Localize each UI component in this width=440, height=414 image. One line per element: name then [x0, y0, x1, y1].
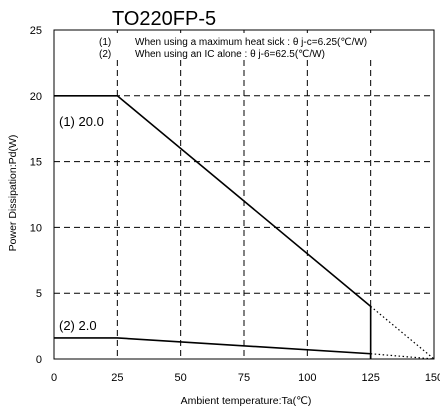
x-tick-label: 50 [175, 372, 187, 384]
x-tick-label: 150 [425, 372, 440, 384]
y-axis-title: Power Dissipation:Pd(W) [7, 135, 19, 252]
chart-title: TO220FP-5 [112, 8, 216, 30]
condition-notes: (1) When using a maximum heat sick : θ j-… [96, 33, 430, 60]
y-tick-label: 20 [30, 91, 42, 103]
axis-ticks: 0 25 50 75 100 125 150 0 5 10 15 20 25 [30, 25, 440, 384]
x-axis-title: Ambient temperature:Ta(℃) [181, 395, 312, 407]
series-dotted-extension-1 [370, 305, 435, 360]
x-tick-label: 25 [111, 372, 123, 384]
series-label-2: (2) 2.0 [59, 318, 97, 333]
series-line-1 [54, 95, 372, 359]
y-tick-label: 5 [36, 288, 42, 300]
note-text: When using a maximum heat sick : θ j-c=6… [135, 37, 367, 48]
x-tick-label: 100 [298, 372, 316, 384]
series-lines: (1) 20.0 (2) 2.0 [54, 95, 435, 360]
x-tick-label: 75 [238, 372, 250, 384]
grid-lines [54, 30, 434, 359]
y-tick-label: 10 [30, 222, 42, 234]
note-text: When using an IC alone : θ j-6=62.5(℃/W) [135, 49, 325, 60]
y-tick-label: 0 [36, 354, 42, 366]
x-tick-label: 0 [51, 372, 57, 384]
note-number: (1) [99, 37, 111, 48]
x-tick-label: 125 [361, 372, 379, 384]
y-tick-label: 25 [30, 25, 42, 37]
series-label-1: (1) 20.0 [59, 114, 104, 129]
notes-background [96, 33, 430, 60]
series-dotted-extension-2 [370, 353, 435, 360]
series-line-2 [54, 337, 372, 359]
note-number: (2) [99, 49, 111, 60]
y-tick-label: 15 [30, 157, 42, 169]
plot-frame [53, 29, 435, 360]
